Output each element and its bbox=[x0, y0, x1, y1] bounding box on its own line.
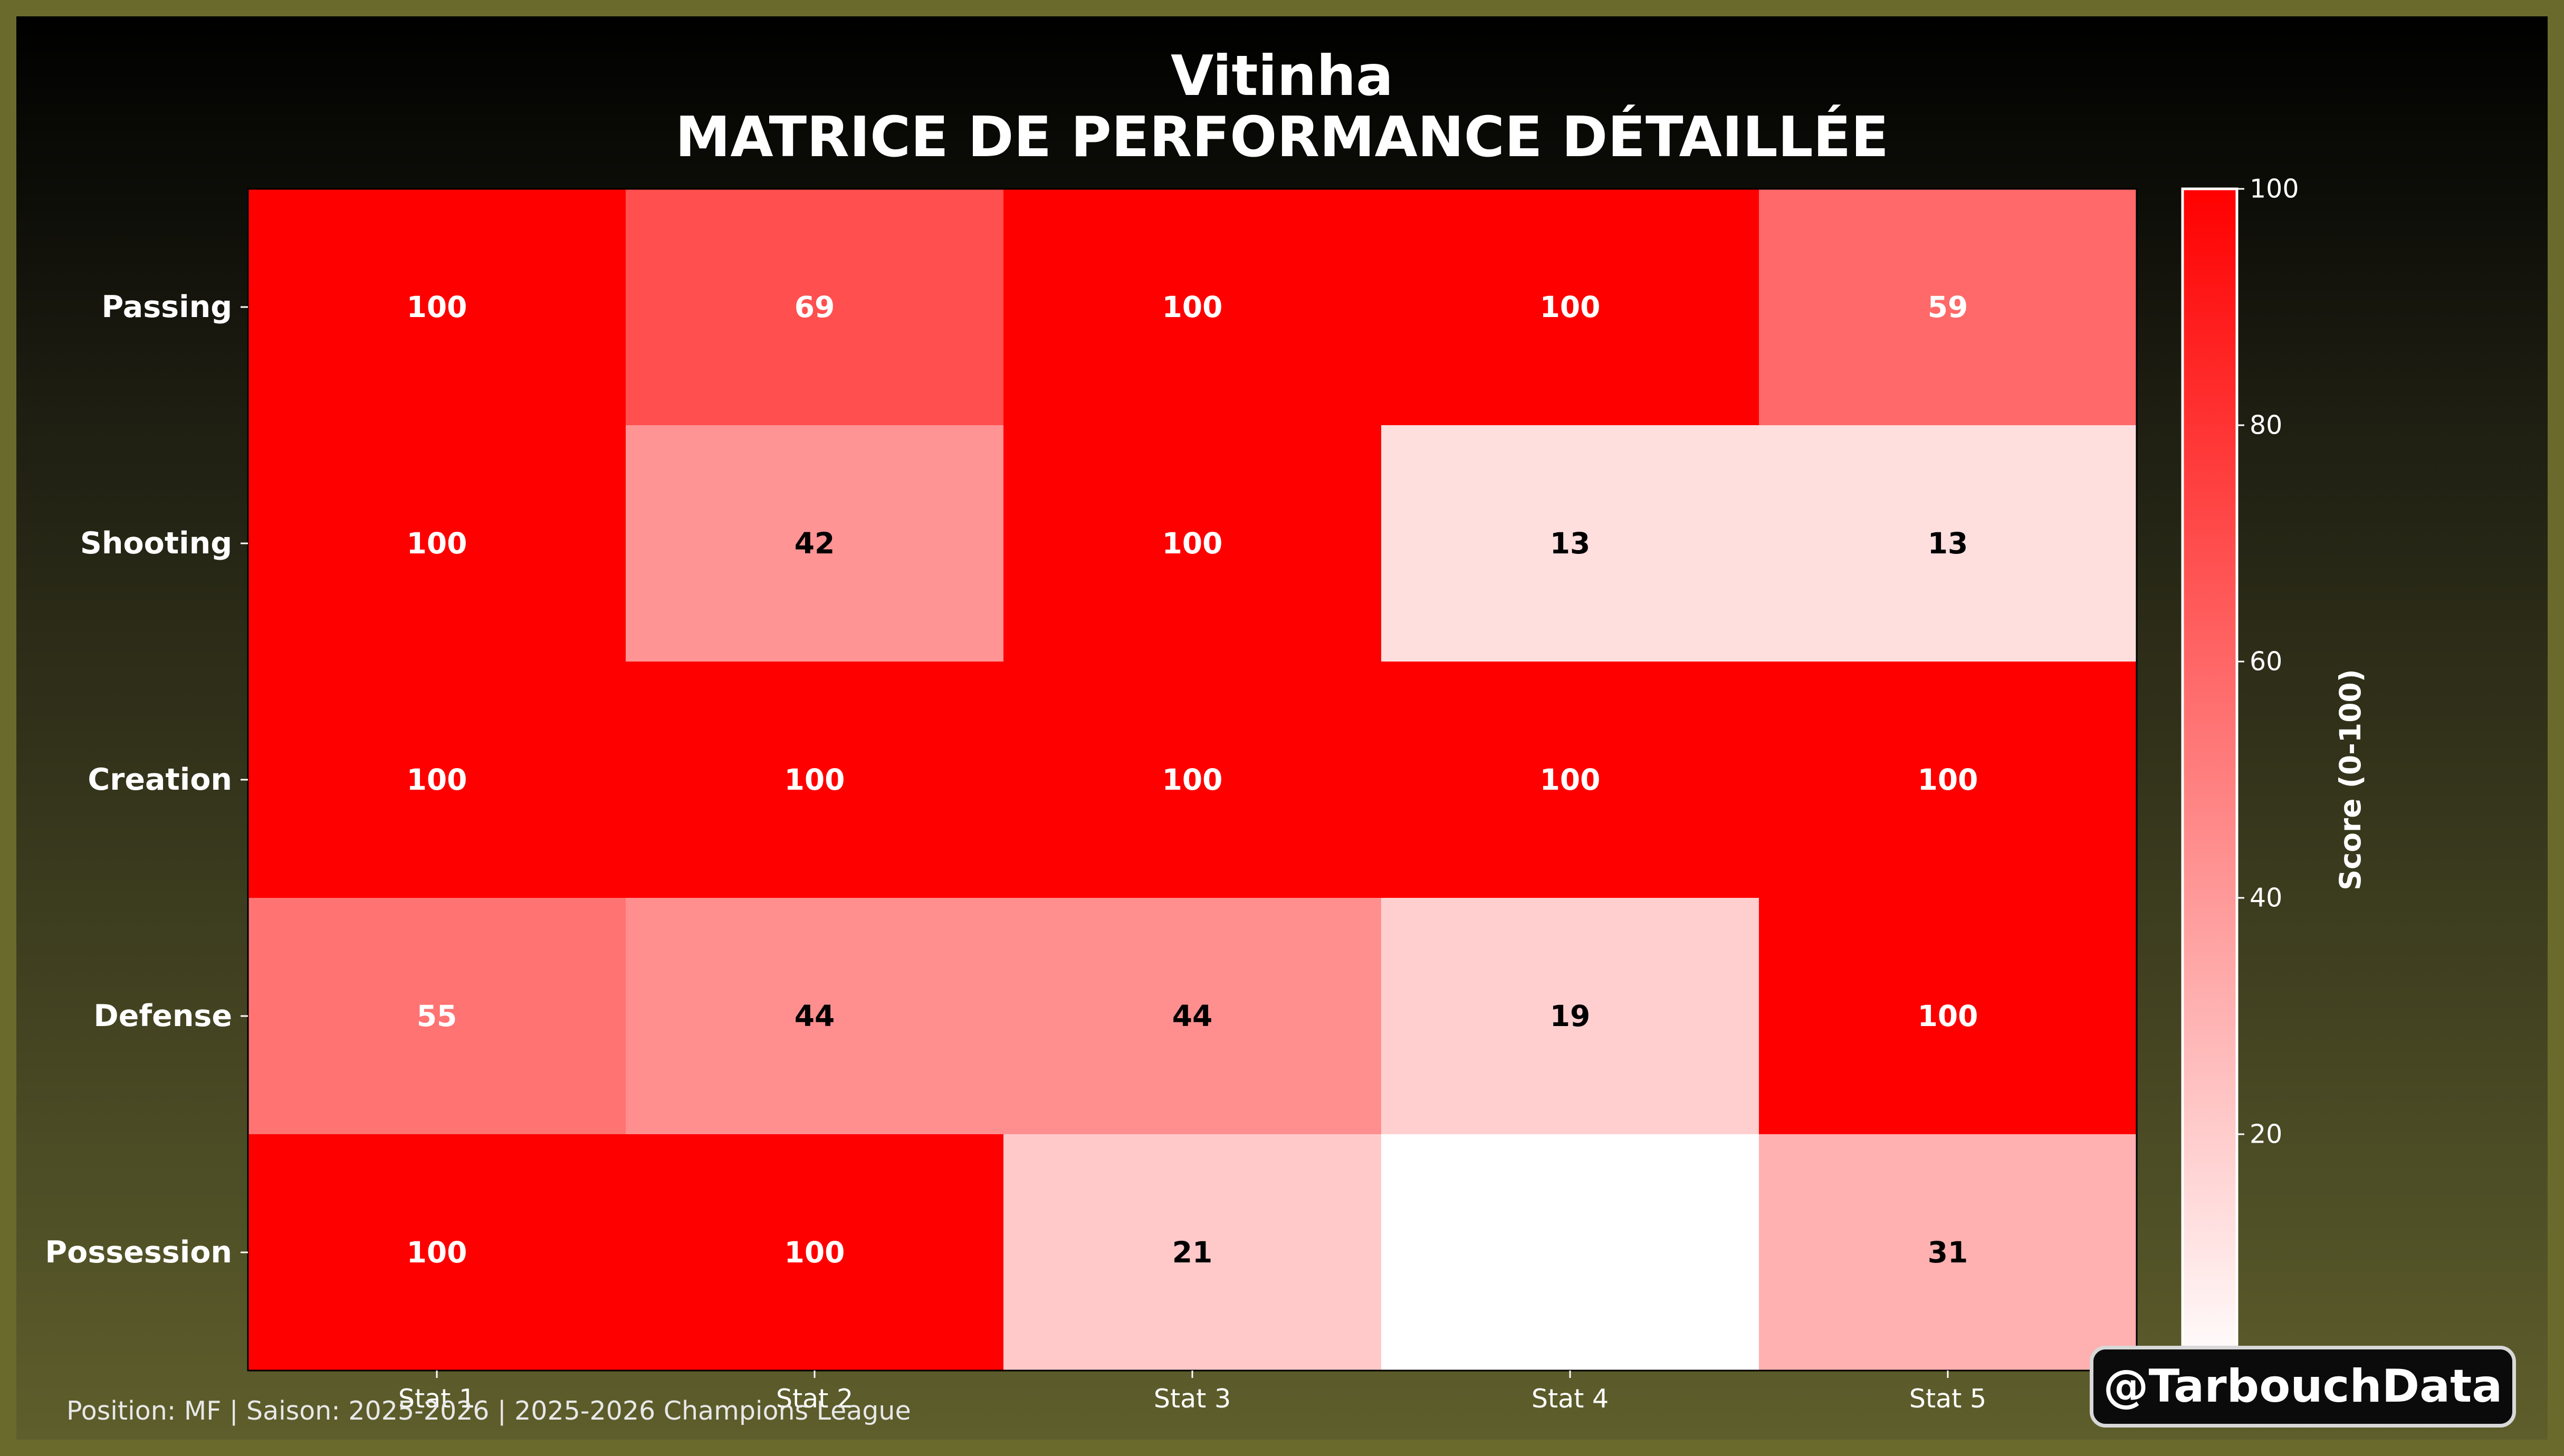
colorbar-tick-label: 40 bbox=[2250, 883, 2282, 913]
heatmap-cell bbox=[1381, 662, 1759, 898]
colorbar-gradient bbox=[2181, 187, 2238, 1372]
heatmap-cell bbox=[1003, 425, 1382, 662]
cell-value-label: 100 bbox=[1918, 763, 1978, 797]
cell-value-label: 100 bbox=[784, 1235, 845, 1269]
heatmap-axes: Passing Shooting Creation Defense Possession… bbox=[45, 188, 2138, 1414]
cell-value-label: 13 bbox=[1928, 526, 1968, 560]
cell-value-label: 100 bbox=[1162, 526, 1223, 560]
cell-value-label: 44 bbox=[795, 999, 835, 1033]
colorbar: 020406080100Score (0-100) bbox=[2181, 174, 2367, 1386]
heatmap-cell bbox=[1381, 189, 1759, 426]
cell-value-label: 100 bbox=[1162, 763, 1223, 797]
heatmap-cell-labels: 100 69 100 100 59 100 42 100 13 13 100 100 100 100 100… bbox=[407, 290, 1978, 1269]
cell-value-label: 100 bbox=[1540, 290, 1601, 324]
x-tick-label: Stat 4 bbox=[1532, 1384, 1609, 1414]
heatmap-cell bbox=[1759, 662, 2137, 898]
heatmap-cell bbox=[626, 898, 1004, 1135]
cell-value-label: 100 bbox=[784, 763, 845, 797]
cell-value-label: 100 bbox=[1918, 999, 1978, 1033]
heatmap-cell bbox=[1003, 1134, 1382, 1371]
cell-value-label: 100 bbox=[1162, 290, 1223, 324]
cell-value-label: 21 bbox=[1172, 1235, 1213, 1269]
heatmap-cell bbox=[626, 189, 1004, 426]
cell-value-label: 59 bbox=[1928, 290, 1968, 324]
heatmap-cell bbox=[1759, 425, 2137, 662]
watermark-badge: @TarbouchData bbox=[2090, 1346, 2516, 1428]
heatmap-cell bbox=[1003, 189, 1382, 426]
colorbar-label: Score (0-100) bbox=[2333, 669, 2367, 890]
colorbar-tick-label: 20 bbox=[2250, 1119, 2282, 1150]
cell-value-label: 100 bbox=[1540, 763, 1601, 797]
y-tick-label: Shooting bbox=[80, 526, 232, 561]
heatmap-cell bbox=[248, 189, 626, 426]
heatmap-cell bbox=[626, 1134, 1004, 1371]
y-tick-label: Passing bbox=[102, 290, 232, 324]
x-tick-label: Stat 3 bbox=[1154, 1384, 1231, 1414]
heatmap-cell bbox=[248, 1134, 626, 1371]
cell-value-label: 55 bbox=[417, 999, 457, 1033]
cell-value-label: 44 bbox=[1172, 999, 1213, 1033]
heatmap-cell bbox=[248, 425, 626, 662]
chart-frame: Vitinha MATRICE DE PERFORMANCE DÉTAILLÉE… bbox=[16, 16, 2548, 1440]
colorbar-tick-label: 100 bbox=[2250, 174, 2299, 204]
colorbar-tick-label: 60 bbox=[2250, 647, 2282, 677]
heatmap-cell bbox=[1381, 1134, 1759, 1371]
cell-value-label: 42 bbox=[795, 526, 835, 560]
heatmap-cell bbox=[1381, 898, 1759, 1135]
heatmap-cell bbox=[1381, 425, 1759, 662]
cell-value-label: 100 bbox=[407, 763, 467, 797]
chart-subtitle: MATRICE DE PERFORMANCE DÉTAILLÉE bbox=[675, 105, 1889, 169]
y-tick-label: Possession bbox=[45, 1235, 232, 1270]
y-tick-label: Defense bbox=[93, 999, 232, 1033]
cell-value-label: 69 bbox=[795, 290, 835, 324]
cell-value-label: 19 bbox=[1550, 999, 1591, 1033]
cell-value-label: 31 bbox=[1928, 1235, 1968, 1269]
colorbar-tick-label: 80 bbox=[2250, 410, 2282, 440]
cell-value-label: 100 bbox=[407, 290, 467, 324]
heatmap-cells bbox=[248, 189, 2137, 1371]
chart-title: Vitinha bbox=[1171, 44, 1393, 108]
cell-value-label: 100 bbox=[407, 526, 467, 560]
cell-value-label: 13 bbox=[1550, 526, 1591, 560]
y-tick-label: Creation bbox=[88, 762, 232, 797]
x-tick-label: Stat 5 bbox=[1909, 1384, 1986, 1414]
heatmap-cell bbox=[248, 662, 626, 898]
cell-value-label: 100 bbox=[407, 1235, 467, 1269]
heatmap-cell bbox=[626, 425, 1004, 662]
heatmap-chart: 100 69 100 100 59 100 42 100 13 13 100 100 100 100 100… bbox=[45, 174, 2367, 1414]
heatmap-cell bbox=[626, 662, 1004, 898]
heatmap-cell bbox=[248, 898, 626, 1135]
heatmap-cell bbox=[1003, 662, 1382, 898]
x-tick-label: Stat 2 bbox=[776, 1384, 853, 1414]
heatmap-cell bbox=[1759, 898, 2137, 1135]
x-tick-label: Stat 1 bbox=[398, 1384, 475, 1414]
heatmap-cell bbox=[1003, 898, 1382, 1135]
footer-info: Position: MF | Saison: 2025-2026 | 2025-… bbox=[66, 1396, 911, 1426]
heatmap-cell bbox=[1759, 189, 2137, 426]
heatmap-cell bbox=[1759, 1134, 2137, 1371]
